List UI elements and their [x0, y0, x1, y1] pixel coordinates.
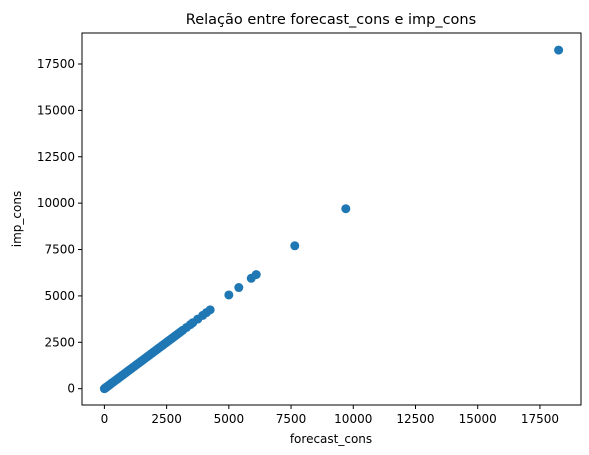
y-tick-label: 2500	[44, 335, 75, 349]
y-tick-label: 15000	[37, 103, 75, 117]
data-point	[251, 270, 261, 280]
x-tick-label: 2500	[151, 412, 182, 426]
y-axis-title: imp_cons	[10, 191, 24, 247]
plot-area-frame	[81, 32, 582, 406]
x-tick-label: 7500	[276, 412, 307, 426]
x-tick-label: 12500	[396, 412, 434, 426]
y-tick-label: 17500	[37, 57, 75, 71]
y-tick-label: 12500	[37, 150, 75, 164]
x-tick-label: 15000	[459, 412, 497, 426]
y-tick-label: 5000	[44, 289, 75, 303]
data-points	[99, 45, 564, 394]
x-tick-label: 5000	[214, 412, 245, 426]
x-tick-label: 0	[101, 412, 109, 426]
x-axis-title: forecast_cons	[290, 432, 372, 446]
data-point	[341, 204, 351, 214]
x-tick-label: 17500	[521, 412, 559, 426]
data-point	[554, 45, 564, 55]
y-tick-label: 0	[67, 382, 75, 396]
x-tick-label: 10000	[334, 412, 372, 426]
chart-title: Relação entre forecast_cons e imp_cons	[186, 12, 476, 28]
data-point	[234, 283, 244, 293]
axis-ticks: 0 2500 5000 7500 10000 12500 15000 17500 0 2500 50…	[37, 57, 559, 426]
y-tick-label: 7500	[44, 243, 75, 257]
y-tick-label: 10000	[37, 196, 75, 210]
data-point	[224, 290, 234, 300]
data-point	[205, 305, 215, 315]
data-point	[290, 241, 300, 251]
